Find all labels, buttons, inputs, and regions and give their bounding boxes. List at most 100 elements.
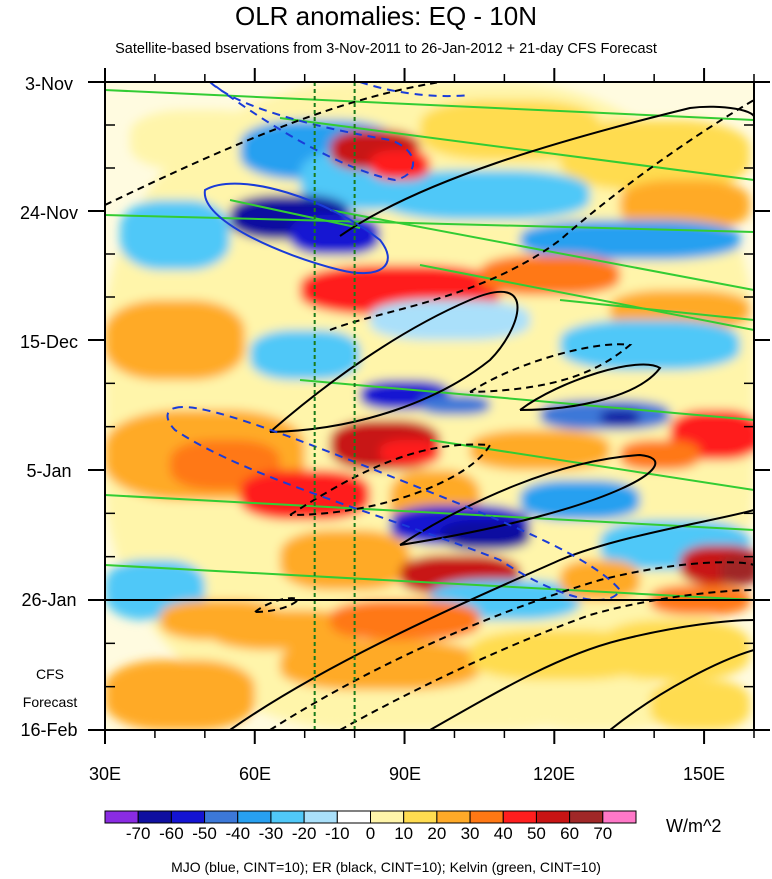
er-contour	[519, 363, 662, 411]
y-tick-label: 16-Feb	[20, 720, 78, 740]
colorbar-tick-label: 40	[493, 824, 513, 843]
anomaly-patch	[560, 120, 750, 190]
colorbar-tick-label: 30	[460, 824, 480, 843]
plot-border	[104, 81, 755, 731]
colorbar-swatch	[403, 810, 438, 824]
x-tick-label: 60E	[238, 764, 272, 784]
kelvin-contour	[105, 214, 754, 233]
colorbar-swatch	[569, 810, 604, 824]
colorbar-swatch	[436, 810, 471, 824]
anomaly-patch	[370, 300, 530, 340]
y-tick-label: 24-Nov	[19, 203, 79, 223]
anomaly-patch	[105, 660, 255, 730]
anomaly-patch	[250, 330, 360, 380]
y-tick-label: 15-Dec	[19, 332, 79, 352]
x-tick-label: 30E	[88, 764, 122, 784]
colorbar-tick-label: -40	[225, 824, 251, 843]
kelvin-contour	[419, 264, 754, 331]
kelvin-contour	[279, 117, 754, 181]
colorbar-swatch	[502, 810, 537, 824]
anomaly-patch	[280, 530, 410, 590]
plot-frame	[88, 68, 770, 744]
er-contour	[269, 561, 754, 730]
anomaly-patch	[440, 520, 530, 550]
colorbar-swatch	[535, 810, 571, 824]
er-contour	[105, 82, 441, 206]
er-contour	[229, 509, 754, 730]
kelvin-contour	[229, 199, 361, 229]
colorbar-tick-label: 50	[526, 824, 546, 843]
mjo-contour	[359, 82, 471, 98]
anomaly-patch	[470, 430, 610, 470]
colorbar-tick-label: -30	[258, 824, 284, 843]
y-tick-label: 3-Nov	[24, 74, 73, 94]
anomaly-patch	[370, 150, 430, 180]
er-contour	[339, 589, 754, 730]
mjo-contour	[209, 82, 415, 182]
anomaly-patch	[105, 300, 245, 380]
kelvin-contour	[429, 439, 754, 491]
colorbar-swatch	[204, 810, 239, 824]
kelvin-contour	[105, 89, 754, 121]
anomaly-patch	[520, 680, 680, 730]
x-tick-label: 150E	[682, 764, 726, 784]
anomaly-patch	[420, 395, 490, 415]
x-tick-label: 120E	[532, 764, 576, 784]
colorbar-tick-label: -50	[192, 824, 217, 843]
colorbar-swatch	[469, 810, 504, 824]
anomaly-patch	[210, 610, 360, 650]
y-tick-label: 26-Jan	[21, 590, 77, 610]
er-contour	[429, 619, 754, 730]
kelvin-contour	[105, 564, 754, 601]
colorbar-tick-label: -20	[291, 824, 317, 843]
colorbar-swatch	[104, 810, 139, 824]
anomaly-patch	[480, 255, 620, 295]
colorbar-tick-label: 0	[365, 824, 376, 843]
colorbar-swatch	[137, 810, 172, 824]
anomaly-patch	[560, 320, 740, 370]
anomaly-patch	[380, 440, 440, 465]
er-contour	[609, 649, 754, 730]
colorbar-tick-label: -70	[125, 824, 151, 843]
colorbar	[104, 810, 637, 824]
anomaly-patch	[620, 180, 750, 230]
colorbar-swatch	[336, 810, 371, 824]
mjo-contour	[203, 182, 389, 275]
anomaly-patch	[280, 640, 480, 690]
er-contour	[254, 597, 300, 613]
er-contour	[269, 290, 519, 433]
forecast-label-line1: CFS	[36, 666, 64, 682]
anomaly-patch	[380, 170, 590, 220]
colorbar-tick-label: 70	[593, 824, 613, 843]
colorbar-swatch	[370, 810, 405, 824]
forecast-label-line2: Forecast	[22, 694, 78, 710]
colorbar-tick-label: 60	[560, 824, 580, 843]
contour-legend: MJO (blue, CINT=10); ER (black, CINT=10)…	[171, 859, 601, 875]
anomaly-patch	[130, 110, 270, 170]
colorbar-tick-label: -60	[159, 824, 184, 843]
kelvin-contour	[299, 379, 754, 421]
anomaly-patch	[240, 470, 370, 520]
anomaly-patch	[600, 410, 640, 425]
kelvin-contour	[559, 299, 754, 321]
colorbar-tick-label: 20	[427, 824, 447, 843]
er-contour	[399, 453, 657, 546]
colorbar-units: W/m^2	[666, 816, 722, 836]
colorbar-swatch	[303, 810, 338, 824]
x-tick-label: 90E	[388, 764, 422, 784]
anomaly-patch	[520, 480, 640, 520]
colorbar-swatch	[237, 810, 272, 824]
forecast-label: CFS Forecast	[8, 660, 92, 716]
chart-title: OLR anomalies: EQ - 10N	[234, 1, 537, 31]
olr-anomaly-field	[105, 82, 754, 730]
colorbar-swatch	[170, 810, 206, 824]
anomaly-patch	[650, 680, 750, 730]
er-contour	[329, 99, 754, 331]
colorbar-tick-label: 10	[394, 824, 414, 843]
er-contour	[469, 343, 633, 393]
anomaly-patch	[330, 600, 480, 640]
colorbar-tick-label: -10	[325, 824, 350, 843]
chart-subtitle: Satellite-based bservations from 3-Nov-2…	[115, 41, 657, 57]
colorbar-swatch	[270, 810, 305, 824]
